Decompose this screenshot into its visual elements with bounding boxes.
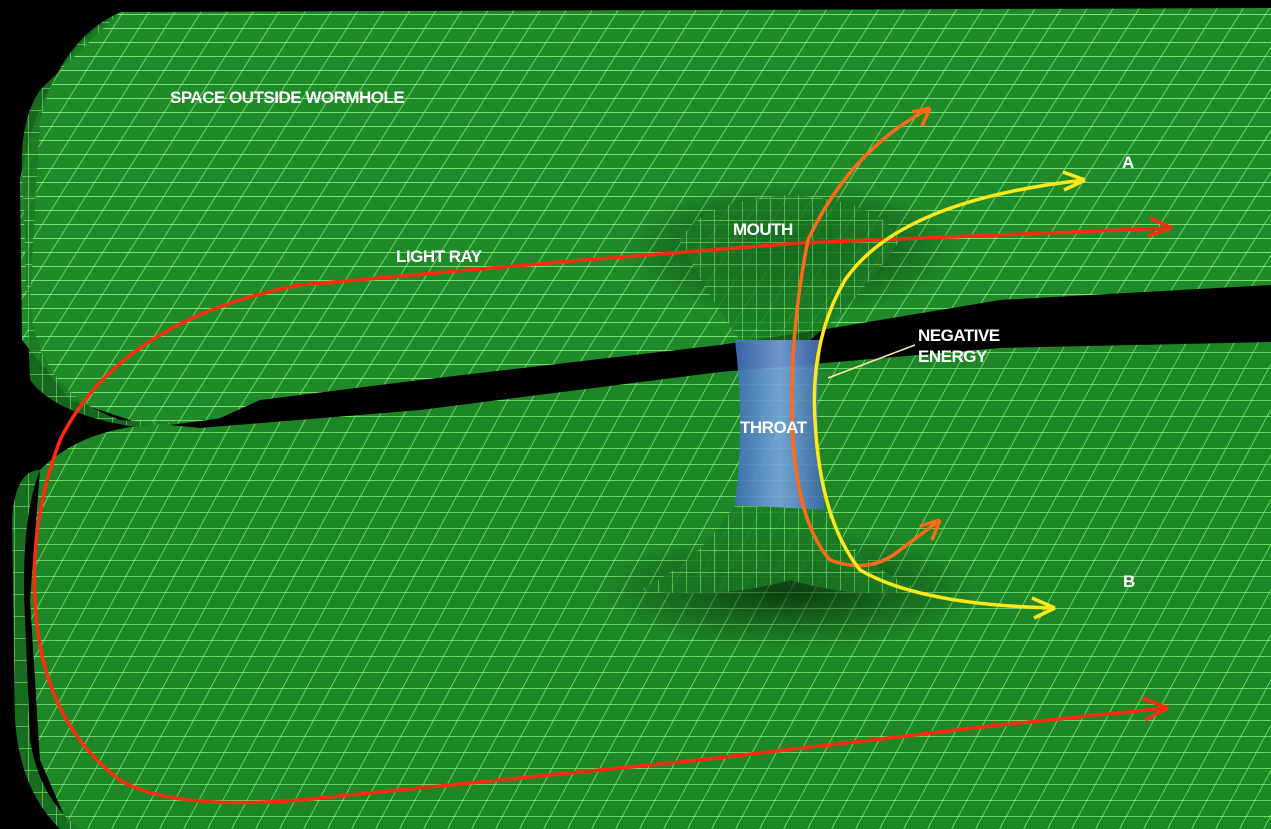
label-negative: NEGATIVE <box>918 326 1000 345</box>
label-throat: THROAT <box>740 418 808 437</box>
orange-ray-arrow-top <box>911 106 932 127</box>
label-light-ray: LIGHT RAY <box>396 247 483 266</box>
label-space-outside-wormhole: SPACE OUTSIDE WORMHOLE <box>170 88 404 107</box>
lower-fold-band <box>12 470 80 829</box>
orange-ray-arrow-bottom <box>919 518 942 541</box>
throat-tube <box>735 340 825 510</box>
label-point-b: B <box>1123 572 1135 591</box>
light-ray-arrow-bottom <box>1141 696 1169 722</box>
negative-energy-leader <box>827 344 916 379</box>
upper-funnel <box>680 195 900 340</box>
orange-ray-path <box>790 106 942 568</box>
sheet-gap <box>170 300 1271 428</box>
yellow-ray-arrow-bottom <box>1031 596 1056 620</box>
light-ray-path <box>32 226 1173 805</box>
label-point-a: A <box>1122 153 1134 172</box>
light-ray-arrow-top <box>1147 216 1173 238</box>
yellow-ray-arrow-top <box>1062 170 1086 192</box>
label-mouth: MOUTH <box>733 220 793 239</box>
fold-edge-band <box>21 12 206 430</box>
label-energy: ENERGY <box>918 347 988 366</box>
yellow-ray-path <box>812 178 1086 610</box>
lower-funnel <box>640 505 920 594</box>
